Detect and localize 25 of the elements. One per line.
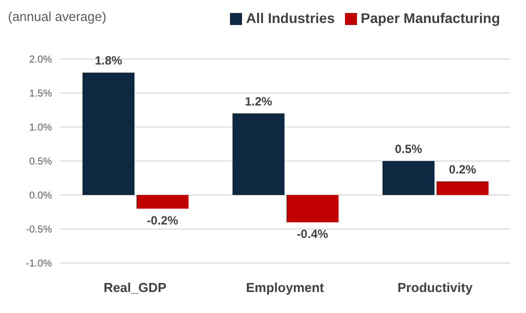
- x-tick-label: Productivity: [397, 280, 474, 296]
- bar: [436, 181, 488, 195]
- legend-label: Paper Manufacturing: [360, 10, 500, 26]
- y-tick-label: -1.0%: [26, 258, 52, 270]
- bar: [232, 113, 284, 195]
- y-tick-label: -0.5%: [26, 224, 52, 236]
- y-tick-label: 0.0%: [29, 190, 52, 202]
- x-tick-label: Real_GDP: [104, 280, 167, 296]
- data-label: 1.2%: [244, 94, 272, 108]
- y-tick-label: 1.0%: [29, 122, 52, 134]
- data-label: -0.2%: [146, 214, 178, 228]
- bar: [136, 195, 188, 209]
- bar: [286, 195, 338, 222]
- x-tick-label: Employment: [246, 280, 325, 296]
- data-label: -0.4%: [296, 227, 328, 242]
- bar: [382, 161, 434, 195]
- y-tick-label: 0.5%: [29, 156, 52, 168]
- data-label: 1.8%: [94, 54, 122, 68]
- data-label: 0.5%: [394, 142, 422, 156]
- bar: [82, 72, 134, 195]
- data-label: 0.2%: [448, 162, 476, 176]
- y-tick-label: 2.0%: [29, 54, 52, 66]
- legend-label: All Industries: [246, 10, 335, 26]
- y-axis-title: (annual average): [8, 9, 106, 24]
- y-tick-label: 1.5%: [29, 88, 52, 100]
